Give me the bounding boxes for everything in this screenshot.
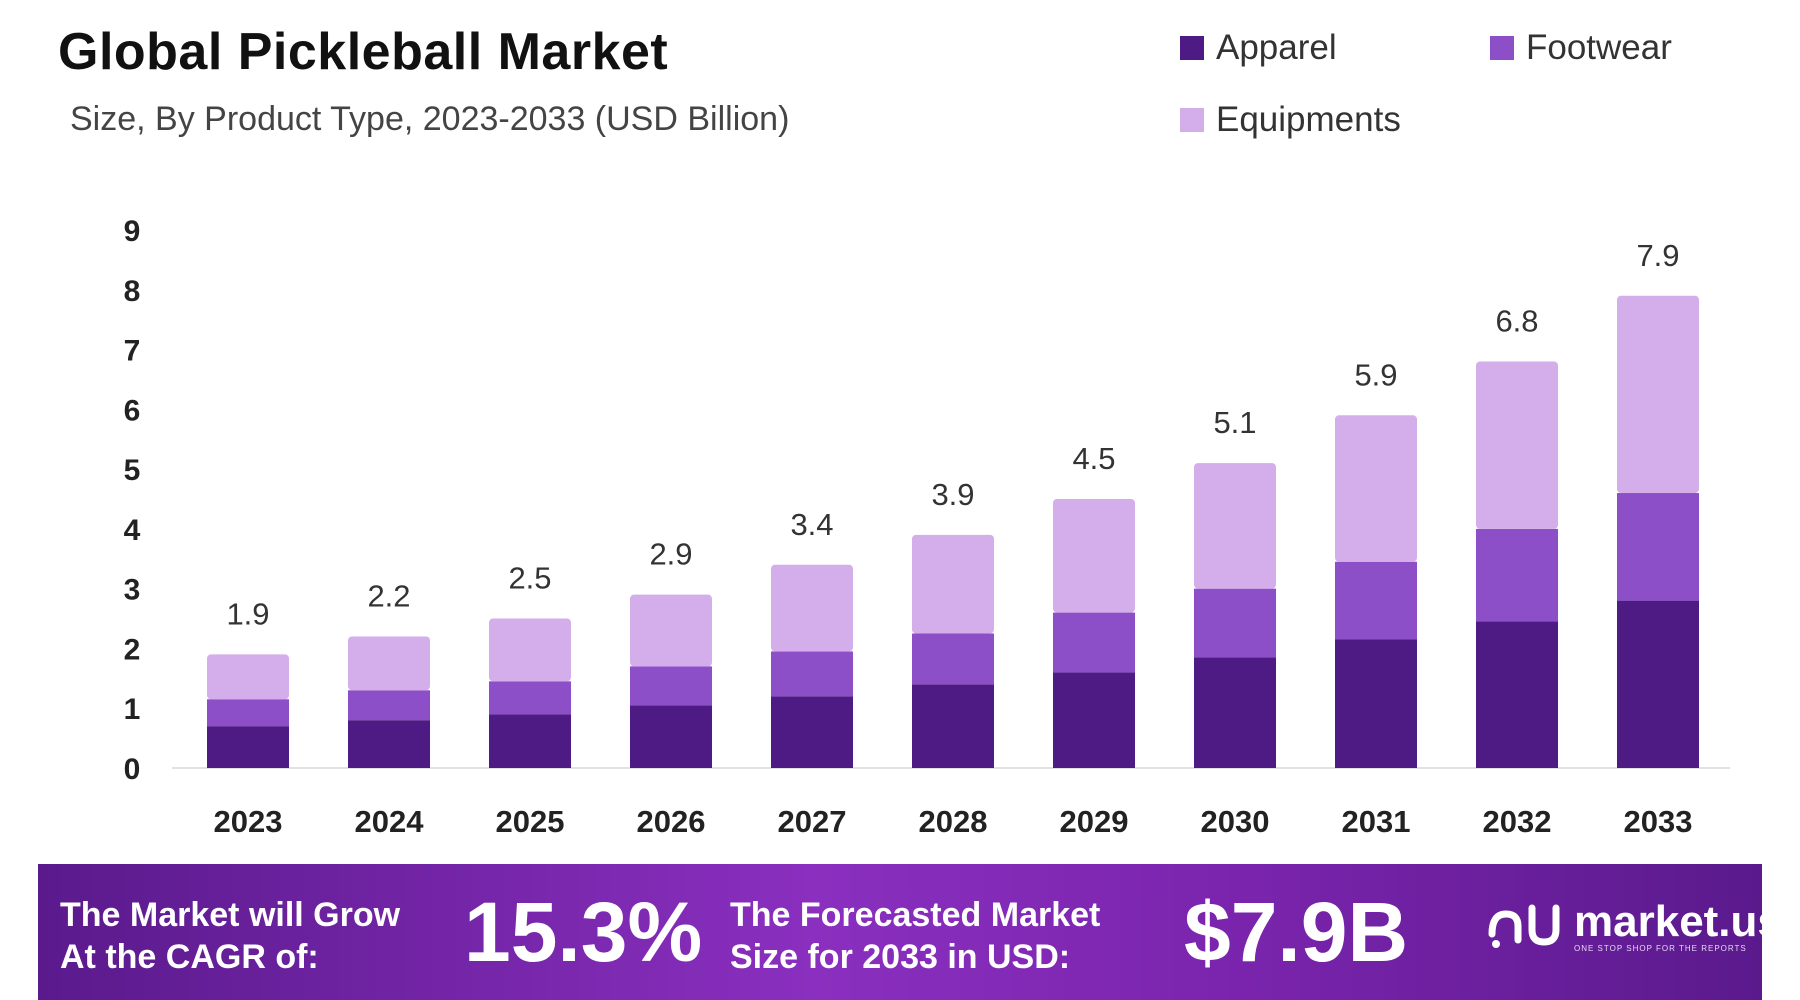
bar-segment-equipments — [630, 594, 712, 667]
y-tick-label: 8 — [124, 275, 141, 308]
legend-item-footwear: Footwear — [1490, 28, 1672, 68]
x-tick-label: 2023 — [214, 804, 283, 839]
footer-banner: The Market will Grow At the CAGR of: 15.… — [38, 864, 1782, 1000]
bar-total-label: 7.9 — [1636, 238, 1679, 273]
bar-segment-footwear — [1476, 528, 1558, 622]
x-tick-label: 2024 — [355, 804, 425, 839]
y-tick-label: 4 — [124, 514, 141, 547]
brand-logo: market.us ONE STOP SHOP FOR THE REPORTS — [1486, 894, 1782, 953]
bar-segment-footwear — [912, 633, 994, 685]
y-tick-label: 5 — [124, 454, 141, 487]
bar-segment-equipments — [1053, 499, 1135, 613]
stacked-bar-chart: 0 1 2 3 4 5 6 7 8 9 1.9 2023 2.2 2024 2.5 2025 2.9 2026 3.… — [124, 215, 1730, 839]
cagr-value: 15.3% — [464, 885, 703, 979]
bar-segment-footwear — [1617, 493, 1699, 601]
bar-segment-apparel — [1476, 621, 1558, 768]
brand-name: market.us — [1574, 897, 1782, 946]
bar-total-label: 3.9 — [931, 477, 974, 512]
brand-mark-icon — [1488, 904, 1560, 948]
chart-legend: Apparel Footwear Equipments — [1180, 28, 1740, 158]
y-tick-label: 0 — [124, 753, 141, 786]
bar-total-label: 3.4 — [790, 507, 833, 542]
legend-label-equipments: Equipments — [1216, 100, 1401, 139]
bar-total-label: 5.9 — [1354, 357, 1397, 392]
forecast-value: $7.9B — [1184, 885, 1409, 979]
chart-title: Global Pickleball Market — [58, 23, 669, 81]
y-tick-label: 6 — [124, 394, 141, 427]
bar-segment-apparel — [630, 705, 712, 768]
bar-total-label: 2.9 — [649, 537, 692, 572]
bar-segment-apparel — [348, 720, 430, 768]
bar-total-label: 6.8 — [1495, 304, 1538, 339]
bar-segment-apparel — [1335, 639, 1417, 768]
bar-segment-footwear — [207, 699, 289, 727]
legend-label-apparel: Apparel — [1216, 28, 1337, 67]
x-tick-label: 2028 — [919, 804, 988, 839]
chart-frame — [38, 0, 1762, 1000]
x-tick-label: 2030 — [1201, 804, 1270, 839]
bar-segment-footwear — [489, 681, 571, 715]
bar-segment-equipments — [207, 654, 289, 700]
y-tick-label: 9 — [124, 215, 141, 248]
x-tick-label: 2027 — [778, 804, 847, 839]
bar-segment-footwear — [348, 690, 430, 721]
bar-segment-apparel — [489, 714, 571, 768]
bar-segment-apparel — [1053, 672, 1135, 768]
y-tick-label: 3 — [124, 574, 141, 607]
bar-total-label: 5.1 — [1213, 405, 1256, 440]
x-tick-label: 2029 — [1060, 804, 1129, 839]
bar-total-label: 1.9 — [226, 596, 269, 631]
bar-segment-footwear — [1053, 612, 1135, 673]
bar-segment-footwear — [1335, 561, 1417, 640]
bar-total-label: 4.5 — [1072, 441, 1115, 476]
bar-segment-apparel — [1194, 657, 1276, 768]
y-tick-label: 7 — [124, 335, 141, 368]
bar-segment-equipments — [1335, 415, 1417, 562]
bar-segment-apparel — [1617, 600, 1699, 768]
bar-total-label: 2.2 — [367, 578, 410, 613]
legend-item-equipments: Equipments — [1180, 100, 1401, 140]
legend-swatch-footwear — [1490, 36, 1514, 60]
bar-total-label: 2.5 — [508, 561, 551, 596]
x-tick-label: 2025 — [496, 804, 565, 839]
y-tick-label: 2 — [124, 633, 141, 666]
bar-segment-footwear — [771, 651, 853, 697]
x-tick-label: 2032 — [1483, 804, 1552, 839]
legend-item-apparel: Apparel — [1180, 28, 1337, 68]
bar-segment-equipments — [771, 564, 853, 652]
legend-swatch-apparel — [1180, 36, 1204, 60]
bar-segment-apparel — [207, 726, 289, 768]
x-tick-label: 2031 — [1342, 804, 1411, 839]
brand-tagline: ONE STOP SHOP FOR THE REPORTS — [1574, 944, 1747, 953]
forecast-text: The Forecasted Market Size for 2033 in U… — [730, 896, 1101, 976]
bar-segment-equipments — [1617, 295, 1699, 494]
bar-segment-footwear — [630, 666, 712, 706]
legend-swatch-equipments — [1180, 108, 1204, 132]
bar-segment-equipments — [489, 618, 571, 682]
bar-segment-equipments — [348, 636, 430, 691]
bar-segment-equipments — [1194, 463, 1276, 589]
bar-segment-footwear — [1194, 588, 1276, 658]
y-tick-label: 1 — [124, 693, 141, 726]
bar-segment-equipments — [912, 534, 994, 634]
legend-label-footwear: Footwear — [1526, 28, 1672, 67]
bar-segment-equipments — [1476, 361, 1558, 529]
x-tick-label: 2026 — [637, 804, 706, 839]
chart-subtitle: Size, By Product Type, 2023-2033 (USD Bi… — [70, 100, 790, 138]
bar-segment-apparel — [912, 684, 994, 768]
x-tick-label: 2033 — [1624, 804, 1693, 839]
bar-segment-apparel — [771, 696, 853, 768]
cagr-text: The Market will Grow At the CAGR of: — [60, 896, 401, 976]
